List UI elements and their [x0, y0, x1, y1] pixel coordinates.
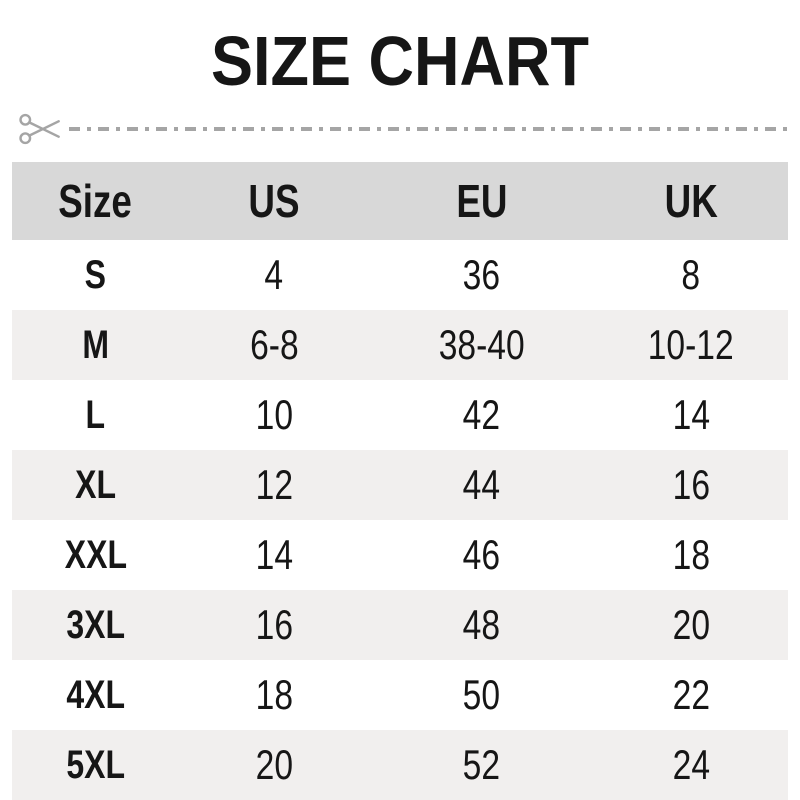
- eu-value: 44: [462, 461, 501, 508]
- size-table: Size US EU UK S 4 36 8 M 6-8 38-40 10-12…: [12, 162, 788, 800]
- size-label: S: [84, 252, 107, 297]
- header-label-size: Size: [58, 175, 133, 227]
- uk-cell: 22: [594, 671, 788, 719]
- size-cell: XL: [12, 463, 179, 508]
- table-row-4xl: 4XL 18 50 22: [12, 660, 788, 730]
- header-cell-eu: EU: [369, 174, 594, 228]
- us-cell: 4: [179, 251, 369, 299]
- us-value: 12: [255, 461, 293, 508]
- header-label-us: US: [248, 175, 300, 227]
- us-value: 20: [255, 741, 293, 788]
- size-label: XL: [74, 462, 116, 507]
- uk-cell: 8: [594, 251, 788, 299]
- us-cell: 14: [179, 531, 369, 579]
- uk-cell: 16: [594, 461, 788, 509]
- eu-cell: 46: [369, 531, 594, 579]
- page-title: SIZE CHART: [0, 0, 800, 96]
- us-cell: 10: [179, 391, 369, 439]
- uk-cell: 14: [594, 391, 788, 439]
- us-value: 6-8: [249, 321, 299, 368]
- size-label: XXL: [64, 532, 127, 577]
- size-label: 3XL: [66, 602, 125, 647]
- header-cell-size: Size: [12, 174, 179, 228]
- page-title-text: SIZE CHART: [211, 22, 589, 100]
- dash-dot-line: [69, 127, 788, 131]
- us-cell: 16: [179, 601, 369, 649]
- eu-cell: 44: [369, 461, 594, 509]
- table-row-s: S 4 36 8: [12, 240, 788, 310]
- size-label: M: [82, 322, 109, 367]
- table-row-xxl: XXL 14 46 18: [12, 520, 788, 590]
- eu-value: 36: [462, 251, 501, 298]
- size-cell: L: [12, 393, 179, 438]
- us-cell: 6-8: [179, 321, 369, 369]
- size-cell: 5XL: [12, 743, 179, 788]
- eu-value: 48: [462, 601, 501, 648]
- us-value: 10: [255, 391, 293, 438]
- table-row-l: L 10 42 14: [12, 380, 788, 450]
- size-label: 4XL: [66, 672, 125, 717]
- eu-value: 38-40: [438, 321, 525, 368]
- eu-value: 50: [462, 671, 501, 718]
- uk-value: 18: [672, 531, 710, 578]
- us-value: 18: [255, 671, 293, 718]
- eu-cell: 52: [369, 741, 594, 789]
- eu-cell: 48: [369, 601, 594, 649]
- size-cell: 3XL: [12, 603, 179, 648]
- size-cell: S: [12, 253, 179, 298]
- eu-value: 46: [462, 531, 501, 578]
- us-value: 14: [255, 531, 293, 578]
- us-value: 4: [264, 251, 284, 298]
- uk-value: 22: [672, 671, 710, 718]
- uk-cell: 18: [594, 531, 788, 579]
- cut-line: [18, 108, 788, 150]
- eu-value: 42: [462, 391, 501, 438]
- size-cell: XXL: [12, 533, 179, 578]
- eu-value: 52: [462, 741, 501, 788]
- table-row-m: M 6-8 38-40 10-12: [12, 310, 788, 380]
- eu-cell: 38-40: [369, 321, 594, 369]
- header-label-eu: EU: [455, 175, 508, 227]
- uk-value: 10-12: [647, 321, 734, 368]
- size-cell: M: [12, 323, 179, 368]
- uk-value: 8: [681, 251, 701, 298]
- table-row-3xl: 3XL 16 48 20: [12, 590, 788, 660]
- table-header-row: Size US EU UK: [12, 162, 788, 240]
- scissors-icon: [18, 110, 64, 148]
- us-cell: 12: [179, 461, 369, 509]
- uk-cell: 24: [594, 741, 788, 789]
- uk-value: 14: [672, 391, 710, 438]
- table-row-xl: XL 12 44 16: [12, 450, 788, 520]
- size-cell: 4XL: [12, 673, 179, 718]
- eu-cell: 42: [369, 391, 594, 439]
- size-label: 5XL: [66, 742, 125, 787]
- header-cell-us: US: [179, 174, 369, 228]
- eu-cell: 50: [369, 671, 594, 719]
- uk-cell: 20: [594, 601, 788, 649]
- us-value: 16: [255, 601, 293, 648]
- uk-value: 20: [672, 601, 710, 648]
- eu-cell: 36: [369, 251, 594, 299]
- uk-value: 16: [672, 461, 710, 508]
- size-label: L: [85, 392, 106, 437]
- uk-cell: 10-12: [594, 321, 788, 369]
- table-row-5xl: 5XL 20 52 24: [12, 730, 788, 800]
- us-cell: 18: [179, 671, 369, 719]
- us-cell: 20: [179, 741, 369, 789]
- uk-value: 24: [672, 741, 710, 788]
- header-cell-uk: UK: [594, 174, 788, 228]
- header-label-uk: UK: [664, 175, 718, 227]
